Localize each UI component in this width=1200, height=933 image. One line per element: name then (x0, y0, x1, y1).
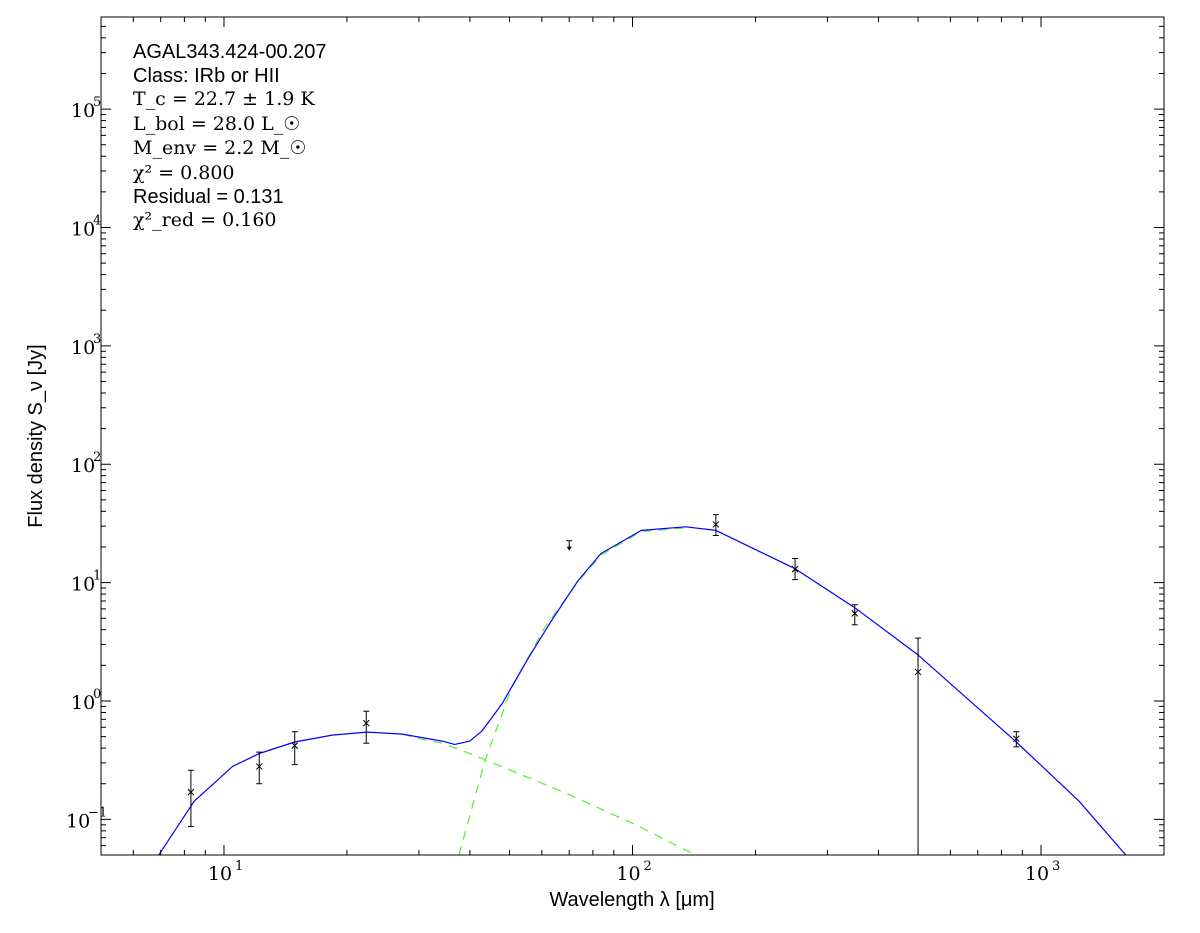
source-name: AGAL343.424-00.207 (133, 41, 327, 63)
data-point (914, 637, 922, 855)
point-marker (851, 609, 859, 617)
class-label: Class: IRb or HII (133, 65, 280, 87)
x-tick-label: 10 (616, 863, 640, 885)
y-tick-label: 10 (66, 810, 90, 832)
y-tick-exponent: 3 (93, 332, 101, 347)
data-point (791, 557, 799, 581)
data-points (187, 514, 1020, 855)
chi2red-label: χ²_red = 0.160 (133, 209, 277, 231)
y-axis-label: Flux density S_ν [Jy] (25, 344, 47, 527)
tc-label: T_c = 22.7 ± 1.9 K (133, 88, 315, 110)
component-curve-2 (458, 527, 686, 855)
menv-label: M_env = 2.2 M_☉ (133, 137, 306, 159)
residual-label: Residual = 0.131 (133, 186, 284, 208)
point-marker (255, 763, 263, 770)
y-tick-exponent: 5 (93, 95, 101, 110)
x-tick-exponent: 2 (644, 859, 652, 874)
y-tick-label: 10 (71, 455, 95, 477)
point-marker (1012, 735, 1020, 743)
data-point (291, 731, 299, 766)
y-tick-label: 10 (71, 692, 95, 714)
data-point (187, 769, 195, 828)
point-marker (362, 719, 370, 727)
y-tick-exponent: −1 (88, 805, 107, 820)
annotation-box: AGAL343.424-00.207 Class: IRb or HII T_c… (133, 41, 327, 231)
point-marker (187, 788, 195, 796)
y-tick-label: 10 (71, 574, 95, 596)
x-tick-exponent: 1 (235, 859, 243, 874)
y-tick-exponent: 2 (93, 450, 101, 465)
total-fit-curve (158, 526, 1127, 855)
x-tick-label: 10 (1025, 863, 1049, 885)
point-marker (791, 565, 799, 573)
component-curve-1 (402, 733, 694, 855)
chi2-label: χ² = 0.800 (133, 162, 235, 184)
y-tick-label: 10 (71, 218, 95, 240)
curves (158, 526, 1127, 855)
point-marker (914, 668, 922, 676)
point-marker (712, 521, 720, 528)
data-point (851, 604, 859, 626)
data-point (1012, 731, 1020, 748)
upper-limit (566, 540, 573, 551)
data-point (712, 514, 720, 537)
data-point (362, 710, 370, 744)
x-tick-exponent: 3 (1052, 859, 1060, 874)
y-tick-label: 10 (71, 337, 95, 359)
x-tick-label: 10 (208, 863, 232, 885)
lbol-label: L_bol = 28.0 L_☉ (133, 113, 300, 135)
y-tick-exponent: 4 (93, 213, 101, 228)
y-tick-label: 10 (71, 100, 95, 122)
data-point (255, 751, 263, 785)
y-tick-exponent: 1 (93, 569, 101, 584)
y-tick-exponent: 0 (93, 687, 101, 702)
x-axis-label: Wavelength λ [μm] (549, 889, 714, 911)
upper-limit-arrow (566, 546, 572, 551)
point-marker (291, 742, 299, 749)
